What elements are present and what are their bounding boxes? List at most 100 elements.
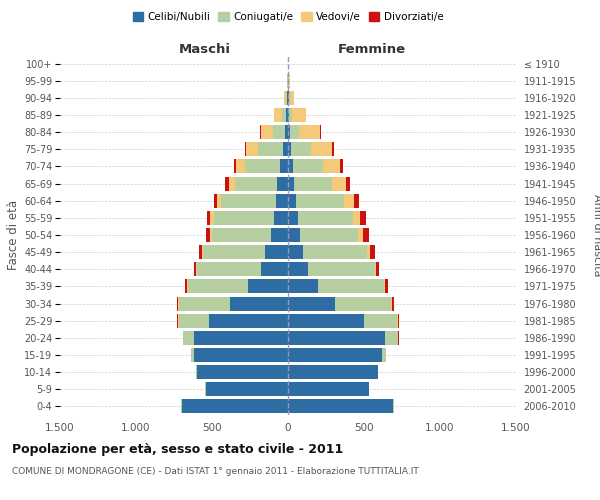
Bar [288,142,291,156]
Bar [211,211,214,225]
Bar [259,142,283,156]
Bar [358,228,363,242]
Bar [248,280,288,293]
Bar [288,314,364,328]
Bar [221,194,276,207]
Bar [319,280,384,293]
Bar [289,91,290,105]
Bar [260,125,273,139]
Bar [344,194,354,207]
Bar [246,142,259,156]
Bar [320,125,321,139]
Bar [392,296,394,310]
Bar [282,108,286,122]
Bar [214,194,217,207]
Bar [363,228,368,242]
Bar [179,296,230,310]
Bar [288,211,298,225]
Bar [287,91,288,105]
Bar [288,262,308,276]
Bar [335,296,391,310]
Bar [210,228,212,242]
Bar [377,365,379,379]
Bar [206,228,210,242]
Bar [179,314,209,328]
Bar [181,400,182,413]
Bar [286,91,287,105]
Bar [288,365,377,379]
Bar [214,211,274,225]
Bar [398,314,399,328]
Bar [340,160,343,173]
Bar [300,228,358,242]
Bar [197,365,288,379]
Bar [288,280,319,293]
Bar [354,194,359,207]
Bar [332,142,334,156]
Text: Maschi: Maschi [178,43,230,56]
Bar [236,160,245,173]
Bar [285,125,288,139]
Bar [177,296,178,310]
Bar [353,211,360,225]
Bar [196,262,197,276]
Bar [376,262,379,276]
Bar [288,176,294,190]
Bar [274,211,288,225]
Bar [196,365,197,379]
Bar [288,194,296,207]
Bar [382,348,386,362]
Bar [182,400,288,413]
Bar [286,108,288,122]
Bar [370,245,374,259]
Text: Femmine: Femmine [338,43,406,56]
Bar [323,160,340,173]
Bar [288,160,293,173]
Bar [265,245,288,259]
Bar [191,348,194,362]
Bar [288,331,385,345]
Bar [288,91,289,105]
Bar [368,382,370,396]
Bar [293,160,323,173]
Bar [273,125,285,139]
Bar [360,211,365,225]
Bar [385,280,388,293]
Bar [288,108,289,122]
Bar [393,400,394,413]
Bar [346,176,350,190]
Bar [260,262,288,276]
Bar [385,331,398,345]
Bar [271,228,288,242]
Bar [209,314,288,328]
Bar [367,245,370,259]
Bar [206,382,288,396]
Bar [299,125,320,139]
Bar [303,245,367,259]
Bar [292,108,306,122]
Bar [199,245,202,259]
Bar [332,176,346,190]
Bar [291,142,311,156]
Bar [289,108,292,122]
Bar [229,176,235,190]
Text: Popolazione per età, sesso e stato civile - 2011: Popolazione per età, sesso e stato civil… [12,442,343,456]
Text: Anni di nascita: Anni di nascita [592,194,600,276]
Bar [194,331,288,345]
Bar [290,125,299,139]
Bar [289,74,290,88]
Bar [194,348,288,362]
Bar [230,296,288,310]
Bar [294,176,332,190]
Bar [217,194,221,207]
Bar [288,382,368,396]
Legend: Celibi/Nubili, Coniugati/e, Vedovi/e, Divorziati/e: Celibi/Nubili, Coniugati/e, Vedovi/e, Di… [128,8,448,26]
Bar [235,176,277,190]
Bar [288,296,335,310]
Bar [288,348,382,362]
Bar [203,245,265,259]
Bar [205,382,206,396]
Bar [296,194,344,207]
Text: COMUNE DI MONDRAGONE (CE) - Dati ISTAT 1° gennaio 2011 - Elaborazione TUTTITALIA: COMUNE DI MONDRAGONE (CE) - Dati ISTAT 1… [12,468,419,476]
Bar [311,142,332,156]
